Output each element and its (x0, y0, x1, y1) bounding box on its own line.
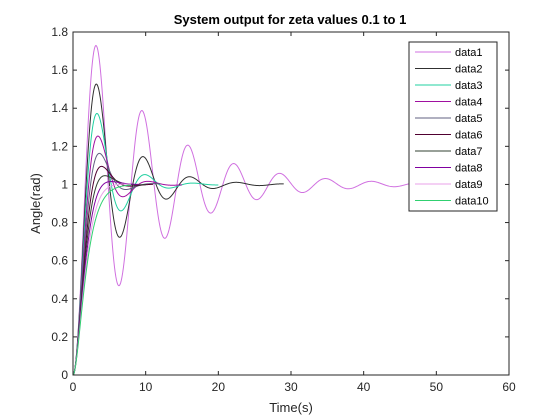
x-tick-label: 60 (502, 380, 516, 394)
x-tick-label: 10 (139, 380, 153, 394)
y-tick-label: 1.2 (51, 139, 68, 153)
legend-label-data7: data7 (455, 146, 483, 158)
y-tick-label: 0.4 (51, 292, 68, 306)
y-tick-label: 0.2 (51, 330, 68, 344)
series-layer (72, 44, 488, 376)
legend-label-data6: data6 (455, 130, 483, 142)
legend-label-data9: data9 (455, 179, 483, 191)
series-line-data6 (72, 165, 153, 376)
y-tick-label: 0.6 (51, 254, 68, 268)
x-axis-label: Time(s) (269, 400, 313, 415)
chart-title: System output for zeta values 0.1 to 1 (174, 12, 407, 27)
y-tick-label: 1 (61, 177, 68, 191)
legend-label-data1: data1 (455, 47, 483, 59)
series-line-data3 (72, 112, 219, 376)
legend-label-data4: data4 (455, 97, 483, 109)
y-tick-label: 0 (61, 368, 68, 382)
axes-layer: 0 10 20 30 40 50 60 0 0.2 0.4 0.6 0.8 1 1.2 1.4 1.6 1.8 (51, 25, 516, 394)
legend-label-data10: data10 (455, 196, 489, 208)
series-line-data4 (72, 135, 183, 376)
series-line-data10 (72, 184, 132, 376)
y-tick-label: 1.6 (51, 63, 68, 77)
x-tick-label: 50 (430, 380, 444, 394)
legend-box (408, 41, 498, 212)
legend-label-data8: data8 (455, 163, 483, 175)
x-tick-label: 20 (212, 380, 226, 394)
series-line-data5 (72, 152, 161, 376)
x-tick-label: 40 (357, 380, 371, 394)
legend: data1 data2 data3 data4 data5 data6 data7 data8… (408, 41, 498, 212)
y-tick-label: 1.8 (51, 25, 68, 39)
series-line-data7 (72, 175, 146, 376)
y-axis-label: Angle(rad) (28, 173, 43, 234)
y-tick-label: 0.8 (51, 216, 68, 230)
x-tick-label: 0 (70, 380, 77, 394)
legend-label-data5: data5 (455, 113, 483, 125)
legend-label-data2: data2 (455, 64, 483, 76)
x-tick-label: 30 (284, 380, 298, 394)
y-tick-label: 1.4 (51, 101, 68, 115)
legend-label-data3: data3 (455, 80, 483, 92)
